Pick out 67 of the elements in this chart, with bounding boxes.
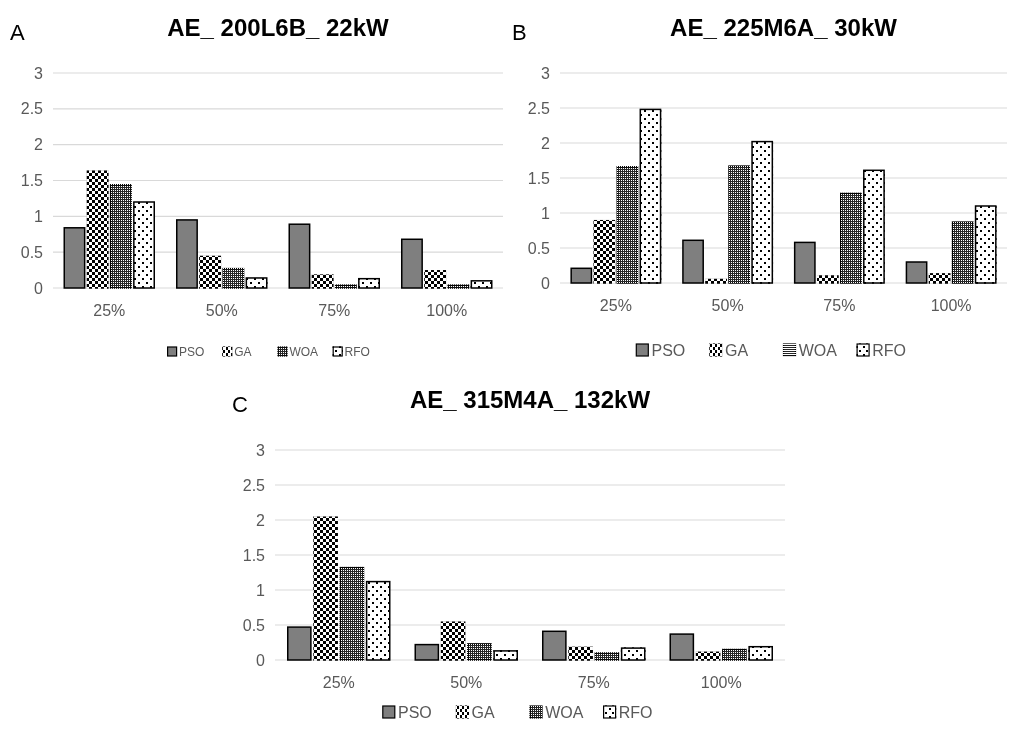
- x-tick-label: 100%: [930, 297, 972, 314]
- y-tick-label: 1.5: [20, 172, 44, 190]
- bar: [669, 633, 695, 661]
- bar: [639, 108, 662, 284]
- y-tick-label: 0: [541, 274, 551, 292]
- bar: [905, 261, 928, 284]
- bar: [245, 277, 268, 289]
- bar: [339, 566, 365, 661]
- bar: [414, 643, 440, 661]
- legend-label: PSO: [651, 342, 686, 359]
- y-tick-label: 3: [541, 64, 551, 82]
- y-tick-label: 0.5: [20, 243, 44, 261]
- legend-label: PSO: [179, 345, 205, 359]
- legend-label: GA: [234, 345, 252, 359]
- x-tick-label: 50%: [450, 674, 483, 691]
- legend-label: GA: [471, 704, 496, 721]
- text: A: [10, 20, 25, 45]
- y-tick-label: 3: [256, 441, 266, 459]
- y-tick-label: 0.5: [527, 239, 551, 257]
- text: B: [512, 20, 527, 45]
- legend-label: RFO: [344, 345, 370, 359]
- y-tick-label: 1.5: [242, 546, 266, 564]
- text: C: [232, 392, 248, 417]
- y-tick-label: 2: [541, 134, 551, 152]
- y-tick-label: 2.5: [20, 100, 44, 118]
- x-tick-label: 75%: [823, 297, 856, 314]
- x-tick-label: 100%: [426, 302, 468, 319]
- y-tick-label: 0.5: [242, 616, 266, 634]
- chart-title: AE_ 225M6A_ 30kW: [670, 14, 898, 41]
- bar: [594, 652, 620, 661]
- x-tick-label: 100%: [700, 674, 742, 691]
- y-tick-label: 2.5: [242, 476, 266, 494]
- bar: [620, 647, 646, 661]
- bar: [470, 280, 493, 289]
- legend-label: RFO: [872, 342, 907, 359]
- y-tick-label: 2: [34, 136, 44, 154]
- legend-label: WOA: [289, 345, 319, 359]
- y-tick-label: 0: [256, 651, 266, 669]
- bar: [365, 580, 391, 661]
- x-tick-label: 25%: [599, 297, 632, 314]
- y-tick-label: 2.5: [527, 99, 551, 117]
- bar: [695, 651, 721, 661]
- bar: [440, 621, 466, 661]
- x-tick-label: 50%: [711, 297, 744, 314]
- x-tick-label: 25%: [322, 674, 355, 691]
- chart-title: AE_ 315M4A_ 132kW: [409, 386, 651, 413]
- bar: [928, 273, 951, 284]
- chart-title: AE_ 200L6B_ 22kW: [167, 14, 390, 41]
- legend-label: RFO: [618, 704, 653, 721]
- legend-label: GA: [725, 342, 749, 359]
- x-tick-label: 25%: [93, 302, 126, 319]
- y-tick-label: 1: [541, 204, 551, 222]
- x-tick-label: 75%: [577, 674, 610, 691]
- y-tick-label: 3: [34, 64, 44, 82]
- bar: [616, 166, 639, 284]
- y-tick-label: 1.5: [527, 169, 551, 187]
- x-tick-label: 75%: [318, 302, 351, 319]
- legend-label: WOA: [545, 704, 584, 721]
- y-tick-label: 1: [256, 581, 266, 599]
- x-tick-label: 50%: [205, 302, 238, 319]
- bar: [288, 223, 311, 289]
- legend-label: WOA: [798, 342, 838, 359]
- y-tick-label: 0: [34, 279, 44, 297]
- bar: [63, 227, 86, 289]
- y-tick-label: 1: [34, 207, 44, 225]
- y-tick-label: 2: [256, 511, 266, 529]
- legend-label: PSO: [398, 704, 432, 721]
